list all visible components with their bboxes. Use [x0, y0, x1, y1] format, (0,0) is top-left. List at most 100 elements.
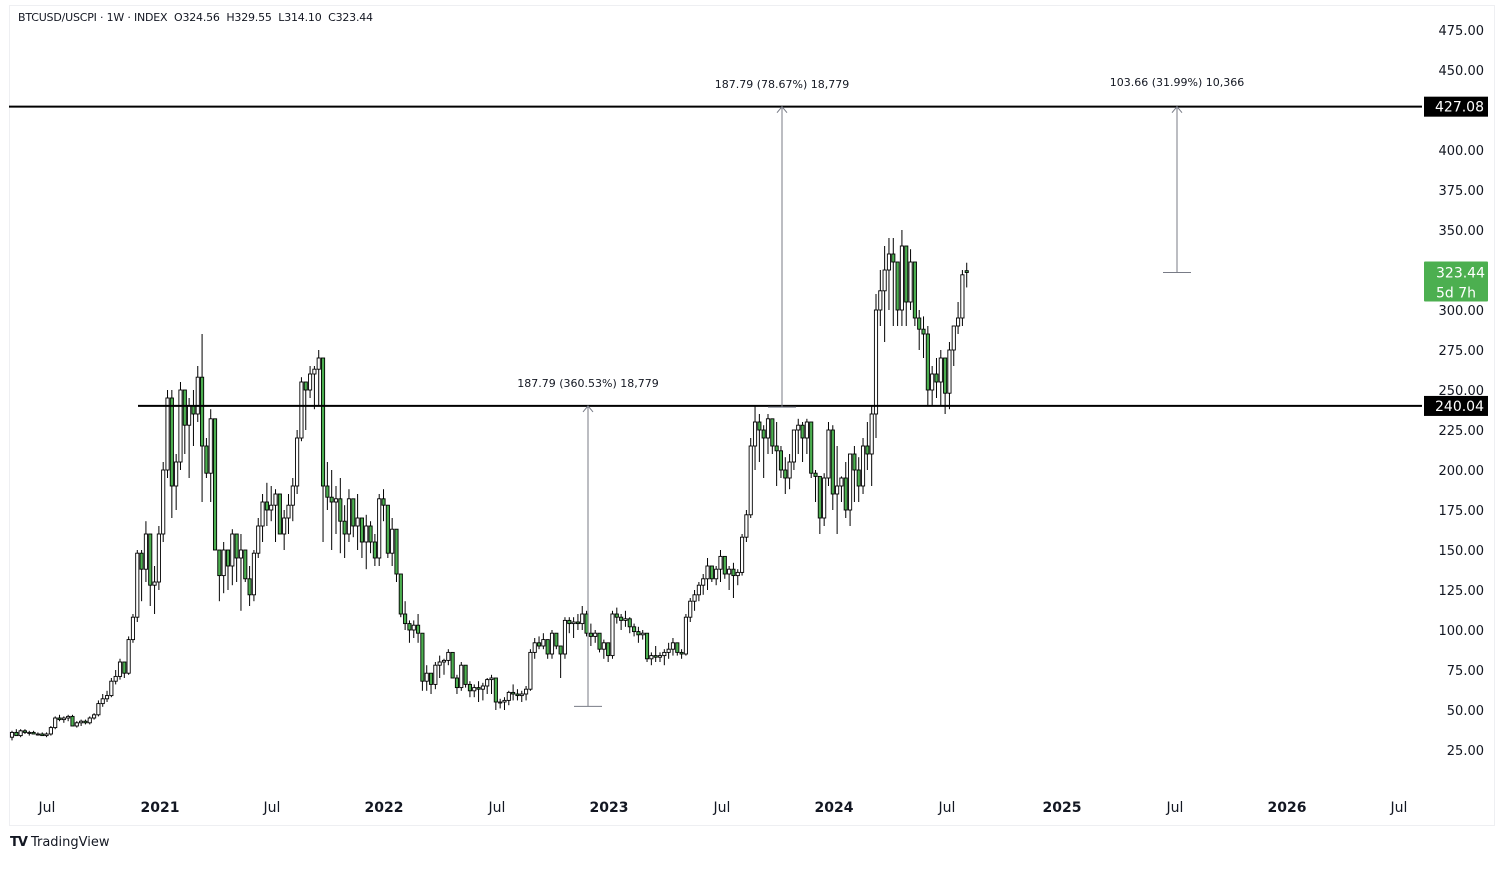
candle-down — [964, 270, 969, 273]
candle-up — [104, 695, 110, 700]
candle-up — [364, 525, 369, 543]
candle-up — [66, 715, 71, 719]
candle-down — [865, 445, 870, 455]
candle-down — [407, 623, 412, 631]
candle-up — [143, 533, 148, 570]
candle-up — [506, 691, 511, 701]
price-axis[interactable]: 475.00 450.00 400.00 375.00 350.00 300.00 275.… — [1439, 24, 1485, 759]
time-tick-month: Jul — [1166, 800, 1184, 816]
candle-up — [873, 309, 879, 415]
candle-up — [316, 357, 321, 370]
candle-down — [891, 253, 896, 263]
candle-down — [385, 504, 390, 554]
candle-down — [800, 424, 805, 439]
candle-up — [752, 421, 758, 447]
candle-down — [809, 421, 814, 474]
candle-up — [882, 269, 887, 292]
candle-down — [148, 533, 153, 586]
candle-up — [489, 677, 494, 681]
level-price-label: 240.04 — [1435, 399, 1484, 415]
candle-up — [437, 661, 442, 666]
candle-up — [714, 568, 719, 580]
candle-down — [925, 333, 930, 391]
candle-up — [333, 498, 339, 503]
candle-down — [843, 477, 848, 511]
candle-down — [467, 683, 472, 692]
candle-down — [191, 405, 196, 415]
measure-annotations[interactable]: 187.79 (360.53%) 18,779 187.79 (78.67%) 1… — [517, 76, 1245, 707]
time-tick-year: 2021 — [141, 800, 180, 816]
level-price-label: 427.08 — [1435, 100, 1484, 116]
candle-down — [632, 626, 637, 633]
chart-pane[interactable] — [9, 5, 1495, 826]
candle-up — [727, 568, 732, 575]
tradingview-branding[interactable]: TV TradingView — [10, 835, 109, 850]
candle-down — [70, 715, 75, 727]
time-axis[interactable]: Jul 2021 Jul 2022 Jul 2023 Jul 2024 Jul 2025 Jul 20… — [38, 800, 1408, 816]
price-tick-label: 250.00 — [1439, 384, 1485, 399]
candle-down — [588, 632, 593, 637]
candle-up — [580, 613, 585, 625]
candle-down — [204, 445, 209, 474]
horizontal-levels[interactable]: 427.08 240.04 323.44 5d 7h — [9, 96, 1488, 416]
candle-up — [744, 514, 749, 538]
candle-down — [774, 445, 779, 452]
price-tick-label: 275.00 — [1439, 344, 1485, 359]
candle-down — [515, 693, 520, 697]
candle-up — [187, 405, 192, 426]
candle-down — [247, 578, 252, 596]
candle-up — [787, 461, 792, 479]
bar-countdown-label: 5d 7h — [1436, 285, 1476, 301]
candle-up — [956, 317, 961, 327]
candle-up — [532, 642, 537, 653]
candle-up — [485, 679, 490, 687]
price-tick-label: 300.00 — [1439, 304, 1485, 319]
candle-up — [273, 493, 278, 506]
candle-down — [398, 573, 403, 615]
candle-down — [31, 731, 36, 735]
candle-down — [329, 496, 334, 503]
candle-down — [709, 565, 714, 580]
candle-up — [117, 661, 123, 677]
candle-up — [740, 536, 745, 573]
candle-up — [377, 498, 382, 559]
time-tick-month: Jul — [938, 800, 956, 816]
price-tick-label: 25.00 — [1447, 744, 1484, 759]
candle-down — [234, 533, 239, 559]
candle-down — [675, 642, 680, 653]
candle-up — [705, 565, 710, 580]
candle-down — [895, 261, 900, 311]
candle-down — [22, 730, 28, 733]
candle-up — [662, 651, 667, 657]
price-tick-label: 150.00 — [1439, 544, 1485, 559]
candle-down — [476, 687, 481, 690]
candle-up — [549, 632, 555, 655]
candle-up — [126, 639, 131, 674]
candle-up — [282, 517, 287, 535]
candle-up — [649, 655, 654, 660]
candle-up — [441, 659, 447, 663]
candle-up — [346, 498, 352, 535]
measure-label: 103.66 (31.99%) 10,366 — [1110, 76, 1245, 89]
price-tick-label: 400.00 — [1439, 144, 1485, 159]
candle-down — [778, 450, 784, 471]
candle-down — [653, 655, 658, 658]
candle-up — [562, 619, 568, 655]
candle-up — [688, 600, 693, 618]
candle-down — [921, 328, 926, 335]
current-price-tag — [1424, 261, 1488, 302]
candle-down — [761, 429, 766, 439]
price-tick-label: 100.00 — [1439, 624, 1485, 639]
candle-down — [338, 498, 343, 522]
price-tick-label: 450.00 — [1439, 64, 1485, 79]
candle-up — [195, 376, 200, 415]
candle-up — [670, 642, 676, 650]
candle-up — [502, 699, 507, 703]
candle-down — [243, 549, 248, 580]
candle-up — [208, 418, 213, 474]
candle-down — [381, 498, 386, 506]
price-tick-label: 225.00 — [1439, 424, 1485, 439]
candle-down — [536, 642, 542, 647]
candle-down — [217, 549, 222, 577]
